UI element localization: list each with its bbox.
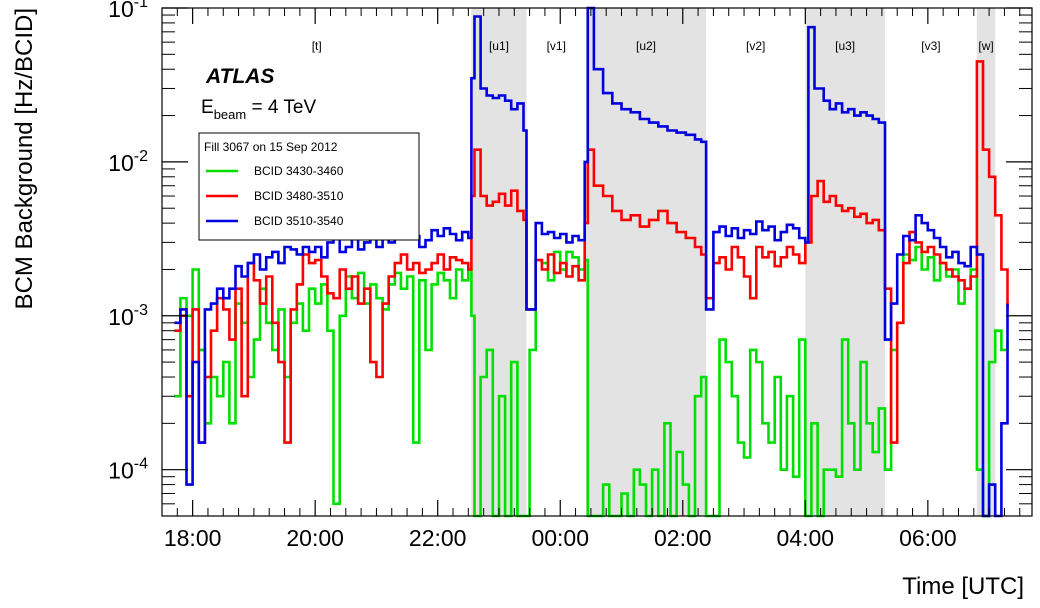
period-labels: [t] [u1] [v1] [u2] [v2] [u3] [v3] [w] xyxy=(312,39,994,53)
plot-frame xyxy=(161,7,1033,517)
period-label-3: [u2] xyxy=(636,39,656,53)
legend-title: Fill 3067 on 15 Sep 2012 xyxy=(204,140,338,154)
period-label-1: [u1] xyxy=(489,39,509,53)
legend-entry-1: BCID 3480-3510 xyxy=(254,189,344,203)
energy-label-rest: = 4 TeV xyxy=(246,97,316,118)
x-tick-label-0: 18:00 xyxy=(164,525,222,551)
legend-entry-0: BCID 3430-3460 xyxy=(254,164,344,178)
y-tick-label-2: 10-2 xyxy=(108,148,148,176)
energy-label: Ebeam = 4 TeV xyxy=(201,97,316,122)
legend-entry-2: BCID 3510-3540 xyxy=(254,214,344,228)
period-band-7 xyxy=(976,8,996,516)
x-tick-label-5: 04:00 xyxy=(777,525,835,551)
x-tick-label-3: 00:00 xyxy=(531,525,589,551)
period-label-7: [w] xyxy=(978,39,993,53)
period-label-2: [v1] xyxy=(547,39,566,53)
period-bands xyxy=(471,8,996,516)
legend: Fill 3067 on 15 Sep 2012 BCID 3430-3460B… xyxy=(198,132,420,241)
y-tick-label-3: 10-1 xyxy=(108,0,148,22)
series-line-1 xyxy=(174,60,1009,444)
series-layer xyxy=(174,6,1009,518)
x-axis-label: Time [UTC] xyxy=(902,573,1024,600)
period-label-5: [u3] xyxy=(835,39,855,53)
y-tick-label-0: 10-4 xyxy=(108,456,148,484)
y-axis-label: BCM Background [Hz/BCID] xyxy=(11,8,38,309)
experiment-label: ATLAS xyxy=(205,65,274,88)
axis-ticks: 18:00 20:00 22:00 00:00 02:00 04:00 06:00 10-4 1… xyxy=(108,0,1032,551)
period-label-4: [v2] xyxy=(746,39,765,53)
energy-label-sub: beam xyxy=(214,107,247,122)
x-tick-label-1: 20:00 xyxy=(286,525,344,551)
period-label-6: [v3] xyxy=(921,39,940,53)
y-tick-label-1: 10-3 xyxy=(108,302,148,330)
series-line-2 xyxy=(174,6,1009,518)
x-tick-label-6: 06:00 xyxy=(899,525,957,551)
energy-label-main: E xyxy=(201,97,214,118)
x-tick-label-4: 02:00 xyxy=(654,525,712,551)
period-label-0: [t] xyxy=(312,39,322,53)
legend-entries: BCID 3430-3460 BCID 3480-3510 BCID 3510-35… xyxy=(206,164,344,228)
x-tick-label-2: 22:00 xyxy=(409,525,467,551)
